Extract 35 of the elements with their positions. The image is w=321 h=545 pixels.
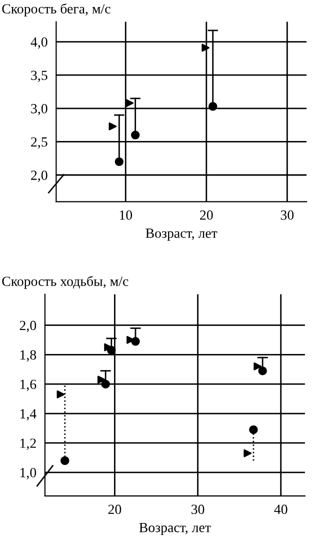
y-tick-label: 2,5 [31, 137, 48, 149]
x-axis-title: Возраст, лет [146, 228, 218, 241]
x-tick-label: 20 [108, 504, 122, 514]
y-tick-label: 2,0 [20, 320, 36, 332]
point [258, 366, 267, 376]
point [126, 99, 134, 108]
point [108, 122, 117, 130]
y-tick-label: 2,0 [31, 170, 48, 182]
y-axis-title: Скорость бега, м/с [2, 3, 110, 16]
y-tick-label: 1,0 [20, 468, 36, 480]
y-tick-label: 3,5 [31, 70, 48, 82]
y-tick-label: 3,0 [31, 104, 48, 116]
x-tick-label: 40 [274, 504, 288, 514]
point [60, 456, 70, 465]
y-tick-label: 1,2 [20, 438, 36, 450]
x-axis-title: Возраст, лет [139, 522, 211, 536]
y-tick-label: 1,6 [20, 380, 36, 392]
point [244, 449, 252, 458]
y-tick-label: 4,0 [30, 37, 48, 49]
point [101, 380, 110, 388]
point [97, 376, 106, 384]
point [130, 130, 140, 140]
x-tick-label: 10 [120, 210, 132, 220]
y-tick-label: 1,4 [20, 409, 36, 420]
x-tick-label: 30 [280, 210, 294, 220]
point [114, 157, 124, 166]
point [249, 425, 258, 434]
point [208, 102, 218, 111]
x-tick-label: 30 [192, 504, 204, 514]
point [254, 362, 262, 370]
y-tick-label: 1,8 [20, 350, 36, 362]
point [202, 44, 210, 52]
point [56, 390, 65, 398]
y-axis-title: Скорость ходьбы, м/с [2, 276, 128, 289]
x-tick-label: 20 [200, 210, 213, 220]
